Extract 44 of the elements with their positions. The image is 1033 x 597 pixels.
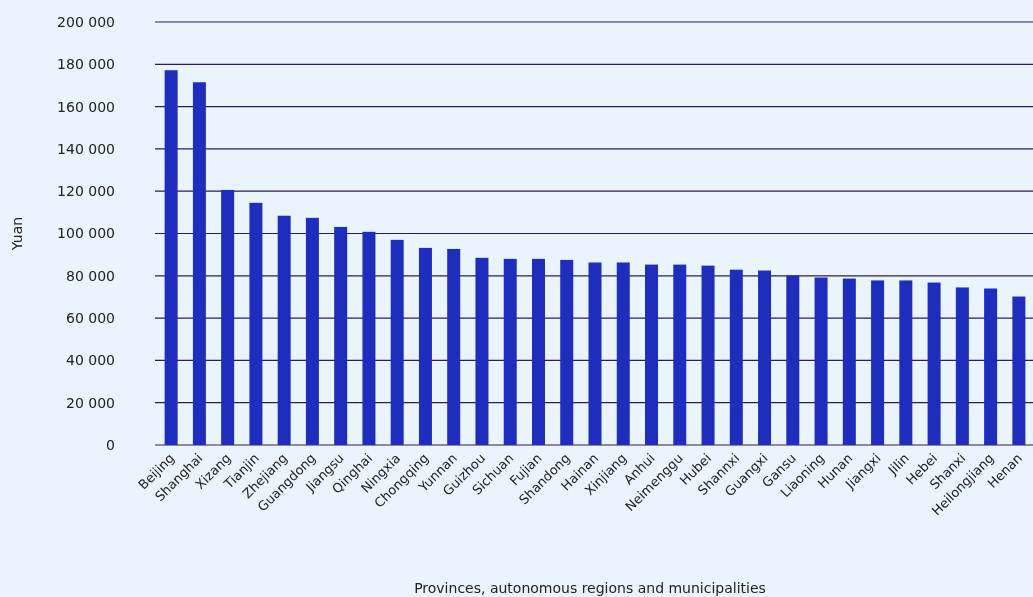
y-tick-label: 200 000 — [57, 13, 115, 30]
bar — [249, 202, 263, 445]
bar — [192, 82, 206, 445]
bar — [673, 264, 687, 445]
bar — [955, 287, 969, 445]
bar — [899, 280, 913, 445]
bar — [560, 259, 574, 445]
y-tick-label: 80 000 — [66, 267, 115, 284]
bar — [645, 264, 659, 445]
bar — [1012, 296, 1026, 445]
bar — [616, 262, 630, 445]
bar — [418, 247, 432, 445]
bar — [305, 217, 319, 445]
bar — [842, 278, 856, 445]
y-tick-label: 100 000 — [57, 225, 115, 242]
x-axis-title: Provinces, autonomous regions and municipalities — [414, 580, 766, 596]
y-tick-label: 160 000 — [57, 98, 115, 115]
bar — [277, 215, 291, 445]
bar — [871, 280, 885, 445]
y-tick-label: 60 000 — [66, 310, 115, 326]
y-tick-label: 0 — [106, 436, 115, 453]
y-axis-title: Yuan — [9, 216, 25, 252]
bar — [814, 277, 828, 445]
bar — [786, 275, 800, 445]
bar — [362, 231, 376, 445]
y-tick-label: 40 000 — [66, 352, 115, 369]
bar — [475, 257, 489, 445]
bar — [984, 288, 998, 445]
bar — [334, 226, 348, 445]
bar — [447, 248, 461, 445]
bar — [221, 189, 235, 445]
bar — [729, 269, 743, 445]
y-tick-label: 120 000 — [57, 183, 115, 200]
bar — [531, 258, 545, 445]
bar — [503, 258, 517, 445]
y-tick-label: 140 000 — [57, 140, 115, 157]
bar — [588, 262, 602, 445]
bar — [758, 270, 772, 445]
bar — [701, 265, 715, 445]
bar — [927, 282, 941, 445]
y-tick-label: 180 000 — [57, 56, 115, 73]
bar — [164, 70, 178, 445]
y-tick-label: 20 000 — [66, 394, 115, 411]
bar — [390, 239, 404, 445]
